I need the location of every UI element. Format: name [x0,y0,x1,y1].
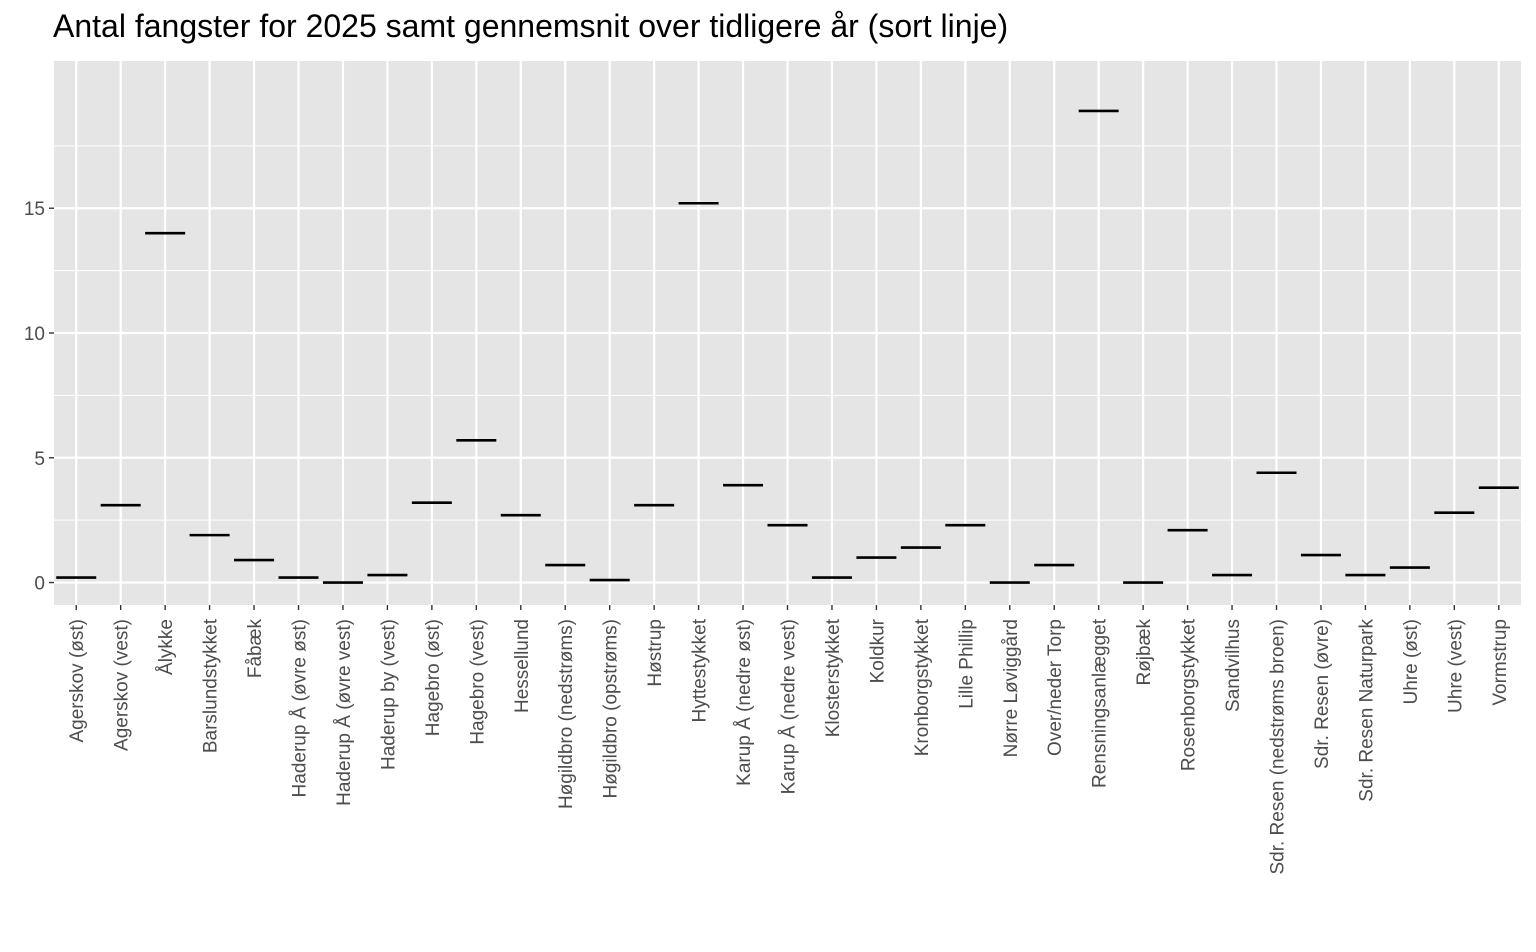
x-tick-label: Karup Å (nedre vest) [779,619,800,794]
x-tick-label: Haderup by (vest) [378,619,399,770]
x-tick-label: Hyttestykket [690,618,711,722]
x-tick-label: Sdr. Resen Naturpark [1356,619,1377,802]
x-tick-label: Rensningsanlægget [1090,618,1111,788]
x-tick-label: Agerskov (øst) [67,619,88,743]
x-tick-label: Sdr. Resen (øvre) [1312,619,1333,769]
x-tick-label: Nørre Løviggård [1001,619,1022,757]
mean-lines [56,109,1519,584]
x-tick-label: Kronborgstykket [912,618,933,756]
x-tick-label: Barslundstykket [201,618,222,753]
y-tick-label: 10 [24,324,45,345]
y-tick-label: 15 [24,199,45,220]
x-tick-label: Høstrup [645,619,666,687]
y-tick-label: 5 [34,449,45,470]
x-tick-label: Høgildbro (opstrøms) [601,619,622,798]
x-tick-label: Karup Å (nedre øst) [734,619,755,786]
x-tick-label: Koldkur [867,618,888,683]
y-axis: 0 5 10 15 [24,199,54,595]
x-tick-label: Haderup Å (øvre øst) [290,619,311,797]
x-tick-label: Klosterstykket [823,618,844,737]
major-gridlines [54,61,1521,605]
y-tick-label: 0 [34,574,45,595]
x-tick-label: Uhre (vest) [1445,619,1466,713]
x-tick-label: Fåbæk [245,619,266,679]
x-tick-label: Rosenborgstykket [1179,618,1200,771]
x-tick-label: Sandvilhus [1223,619,1244,712]
x-tick-label: Vormstrup [1490,619,1511,706]
x-tick-label: Agerskov (vest) [112,619,133,751]
x-axis: Agerskov (øst) Agerskov (vest) Ålykke Barsl… [67,605,1511,875]
x-tick-label: Haderup Å (øvre vest) [334,619,355,806]
x-tick-label: Røjbæk [1134,619,1155,686]
x-tick-label: Hagebro (vest) [467,619,488,745]
x-tick-label: Over/neder Torp [1045,619,1066,756]
x-tick-label: Sdr. Resen (nedstrøms broen) [1268,619,1289,875]
x-tick-label: Hagebro (øst) [423,619,444,736]
x-tick-label: Lille Phillip [956,619,977,709]
chart-title: Antal fangster for 2025 samt gennemsnit … [53,8,1009,44]
x-tick-label: Hessellund [512,619,533,713]
x-tick-label: Uhre (øst) [1401,619,1422,705]
x-tick-label: Høgildbro (nedstrøms) [556,619,577,809]
x-tick-label: Ålykke [156,619,177,675]
